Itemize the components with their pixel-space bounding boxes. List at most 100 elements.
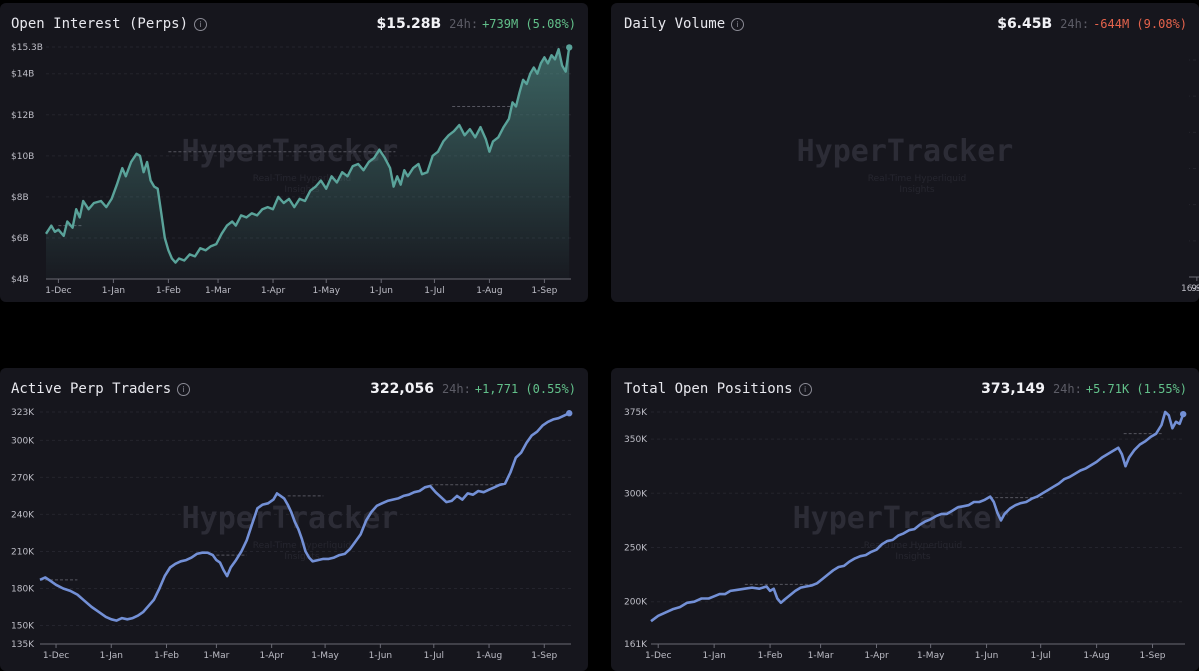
info-icon[interactable]: i (194, 18, 208, 31)
y-tick-label: 300K (624, 489, 648, 499)
y-tick-label: 180K (11, 584, 35, 594)
change-label: 24h: (1052, 382, 1082, 396)
open-positions-chart[interactable]: 161K 200K 250K 300K 350K 375K HyperTracker Real… (611, 368, 1199, 671)
watermark-tagline: Real-Time Hyperliquid (864, 541, 962, 551)
panel-header: Total Open Positions i 373,149 24h: +5.71K … (611, 368, 1199, 408)
watermark-tagline: Insights (284, 552, 319, 562)
x-tick-label: 1-Apr (864, 651, 889, 661)
latest-point-marker (566, 410, 573, 417)
x-tick-label: 1-Jan (100, 651, 123, 661)
watermark-logo: HyperTracker (793, 501, 1010, 536)
x-tick-label: 1-Apr (259, 651, 284, 661)
x-tick-label: 1-Jun (369, 286, 393, 296)
y-tick-label: 250K (624, 544, 648, 554)
y-tick-label: 300K (11, 436, 35, 446)
panel-header: Daily Volume i $6.45B 24h: -644M (9.08%) (611, 3, 1199, 43)
active-traders-panel: Active Perp Traders i 322,056 24h: +1,771 (… (0, 368, 588, 671)
watermark-logo: HyperTracker (182, 501, 399, 536)
y-tick-label: $8B (11, 193, 29, 203)
watermark-tagline: Real-Time Hyperliquid (253, 541, 351, 551)
x-tick-label: 1-Feb (154, 651, 179, 661)
panel-stats: 322,056 24h: +1,771 (0.55%) (370, 381, 576, 397)
x-tick-label: 1-Jul (424, 651, 444, 661)
daily-volume-chart[interactable]: 03B6B9B12B15B18BHyperTrackerReal-Time Hy… (611, 3, 1199, 302)
x-tick-label: 1-Sep (1140, 651, 1166, 661)
current-value: $15.28B (376, 16, 442, 32)
change-value: +1,771 (0.55%) (474, 382, 576, 396)
change-label: 24h: (449, 17, 479, 31)
open-interest-chart[interactable]: $4B$6B$8B$10B$12B$14B$15.3BHyperTrackerR… (0, 3, 588, 302)
panel-header: Open Interest (Perps) i $15.28B 24h: +739M … (0, 3, 588, 43)
current-value: 322,056 (370, 381, 434, 397)
change-value: +739M (5.08%) (482, 17, 576, 31)
current-value: 373,149 (981, 381, 1045, 397)
x-tick-label: 1-Mar (205, 286, 231, 296)
info-icon[interactable]: i (798, 383, 812, 396)
y-tick-label: $10B (11, 152, 34, 162)
x-tick-label: 1-Feb (156, 286, 181, 296)
open-positions-panel: Total Open Positions i 373,149 24h: +5.71K … (611, 368, 1199, 671)
x-tick-label: 1-Jul (424, 286, 444, 296)
series-line (39, 412, 570, 622)
watermark-logo: HyperTracker (797, 134, 1014, 169)
x-tick-label: 1-May (311, 651, 339, 661)
x-tick-label: 1-Sep (531, 651, 557, 661)
panel-stats: $6.45B 24h: -644M (9.08%) (997, 16, 1187, 32)
info-icon[interactable]: i (731, 18, 745, 31)
panel-title: Active Perp Traders i (11, 381, 191, 397)
y-tick-label: $14B (11, 70, 34, 80)
y-tick-label: 375K (624, 408, 648, 418)
area-fill (46, 47, 570, 280)
change-label: 24h: (1060, 17, 1090, 31)
watermark-tagline: Insights (899, 185, 934, 195)
x-tick-label: 1-Dec (45, 286, 71, 296)
panel-header: Active Perp Traders i 322,056 24h: +1,771 (… (0, 368, 588, 408)
series-line (650, 410, 1185, 623)
x-tick-label: 1-Jan (702, 651, 725, 661)
active-traders-chart[interactable]: 135K 150K 180K 210K 240K 270K 300K 323K HyperTra… (0, 368, 588, 671)
x-tick-label: 1-Aug (476, 286, 502, 296)
y-tick-label: 161K (624, 640, 648, 650)
y-tick-label: 240K (11, 510, 35, 520)
x-tick-label: 1-Dec (43, 651, 69, 661)
open-interest-panel: Open Interest (Perps) i $15.28B 24h: +739M … (0, 3, 588, 302)
x-tick-label: 1-Mar (203, 651, 229, 661)
x-tick-label: 1-May (312, 286, 340, 296)
x-tick-label: 1-Aug (476, 651, 502, 661)
series-line (44, 47, 571, 264)
y-tick-label: 200K (624, 598, 648, 608)
latest-point-marker (566, 44, 573, 51)
change-label: 24h: (441, 382, 471, 396)
y-tick-label: 323K (11, 408, 35, 418)
x-tick-label: 1-Jun (975, 651, 999, 661)
y-tick-label: $6B (11, 234, 29, 244)
x-tick-label: 16-Sep (1181, 284, 1199, 294)
panel-title: Open Interest (Perps) i (11, 16, 208, 32)
panel-title: Daily Volume i (624, 16, 745, 32)
change-value: +5.71K (1.55%) (1085, 382, 1187, 396)
change-value: -644M (9.08%) (1093, 17, 1187, 31)
x-tick-label: 1-Jun (369, 651, 393, 661)
x-tick-label: 1-Jan (102, 286, 125, 296)
x-tick-label: 1-Mar (808, 651, 834, 661)
x-tick-label: 1-Dec (645, 651, 671, 661)
y-tick-label: 135K (11, 640, 35, 650)
y-tick-label: 150K (11, 621, 35, 631)
y-tick-label: 270K (11, 473, 35, 483)
current-value: $6.45B (997, 16, 1053, 32)
watermark-tagline: Real-Time Hyperliquid (253, 174, 351, 184)
x-tick-label: 9-Sep (1191, 284, 1199, 294)
panel-stats: $15.28B 24h: +739M (5.08%) (376, 16, 576, 32)
x-tick-label: 1-May (917, 651, 945, 661)
y-tick-label: 350K (624, 435, 648, 445)
y-tick-label: 210K (11, 547, 35, 557)
panel-title: Total Open Positions i (624, 381, 812, 397)
watermark-tagline: Insights (895, 552, 930, 562)
latest-point-marker (1179, 410, 1187, 418)
x-tick-label: 1-Sep (531, 286, 557, 296)
y-tick-label: $15.3B (11, 43, 43, 53)
y-tick-label: $12B (11, 111, 34, 121)
info-icon[interactable]: i (177, 383, 191, 396)
panel-stats: 373,149 24h: +5.71K (1.55%) (981, 381, 1187, 397)
